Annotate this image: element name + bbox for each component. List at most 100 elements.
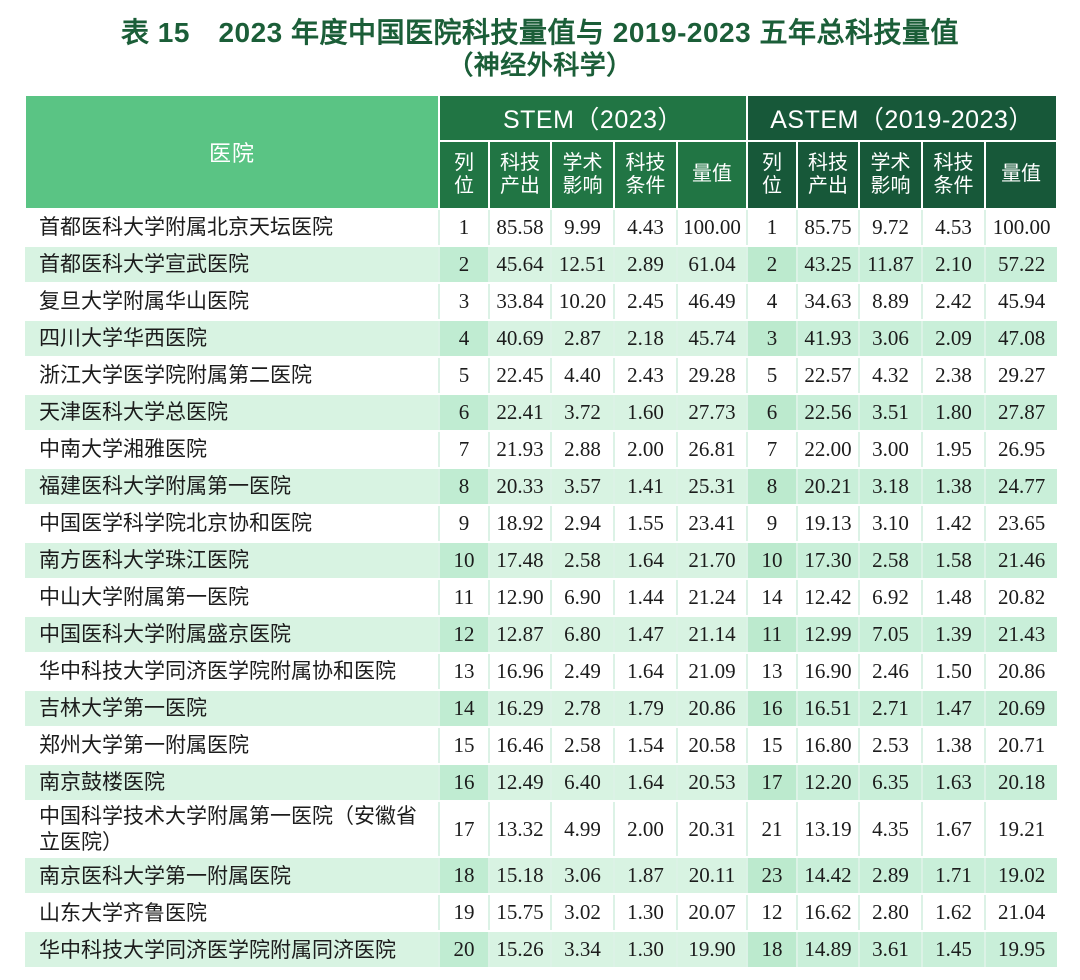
hospital-name-cell: 吉林大学第一医院 [25, 688, 440, 728]
table-row: 福建医科大学附属第一医院 8 20.33 3.57 1.41 25.31 8 20.21 3.1… [25, 466, 1058, 506]
stem-value-cell: 25.31 [675, 466, 749, 506]
stem-value-cell: 33.84 [488, 281, 552, 321]
stem-rank-cell: 19 [438, 893, 490, 933]
table-row: 南京医科大学第一附属医院 18 15.18 3.06 1.87 20.11 23 14.42 2… [25, 856, 1058, 896]
table-row: 中国医学科学院北京协和医院 9 18.92 2.94 1.55 23.41 9 19.13 3.… [25, 503, 1058, 543]
stem-value-cell: 2.18 [613, 318, 678, 358]
stem-rank-cell: 3 [438, 281, 490, 321]
hospital-name-cell: 中国医学科学院北京协和医院 [25, 503, 440, 543]
astem-value-cell: 1.38 [921, 466, 987, 506]
stem-value-cell: 1.30 [613, 930, 678, 970]
hospital-name-cell: 华中科技大学同济医学院附属协和医院 [25, 651, 440, 691]
stem-value-cell: 1.54 [613, 725, 678, 765]
astem-value-cell: 20.82 [984, 577, 1058, 617]
stem-value-cell: 2.89 [613, 244, 678, 284]
table-title: 表 15 2023 年度中国医院科技量值与 2019-2023 五年总科技量值 … [0, 0, 1080, 82]
astem-value-cell: 2.80 [858, 893, 924, 933]
header-group-row: 医院 STEM（2023） ASTEM（2019-2023） [24, 93, 1059, 210]
astem-rank-cell: 3 [746, 318, 799, 358]
hospital-name-cell: 郑州大学第一附属医院 [25, 725, 440, 765]
stem-value-cell: 1.55 [613, 503, 678, 543]
astem-rank-cell: 10 [746, 540, 799, 580]
astem-value-cell: 6.92 [858, 577, 924, 617]
astem-value-cell: 2.71 [858, 688, 924, 728]
astem-value-cell: 20.18 [984, 762, 1058, 802]
astem-value-cell: 17.30 [796, 540, 861, 580]
astem-rank-cell: 4 [746, 281, 799, 321]
stem-value-cell: 21.09 [675, 651, 749, 691]
table-row: 南方医科大学珠江医院 10 17.48 2.58 1.64 21.70 10 17.30 2.5… [25, 540, 1058, 580]
astem-value-cell: 16.90 [796, 651, 861, 691]
astem-value-cell: 27.87 [984, 392, 1058, 432]
stem-rank-cell: 9 [438, 503, 490, 543]
hospital-name-cell: 首都医科大学附属北京天坛医院 [25, 207, 440, 247]
astem-value-cell: 57.22 [984, 244, 1058, 284]
hospital-stem-table: 医院 STEM（2023） ASTEM（2019-2023） 列位 科技产出 学… [24, 93, 1059, 970]
stem-value-cell: 4.43 [613, 207, 678, 247]
table-row: 山东大学齐鲁医院 19 15.75 3.02 1.30 20.07 12 16.62 2.80 1… [25, 893, 1058, 933]
stem-value-cell: 16.46 [488, 725, 552, 765]
astem-rank-cell: 9 [746, 503, 799, 543]
astem-value-cell: 3.51 [858, 392, 924, 432]
astem-value-cell: 2.10 [921, 244, 987, 284]
astem-rank-cell: 6 [746, 392, 799, 432]
table-row: 中国医科大学附属盛京医院 12 12.87 6.80 1.47 21.14 11 12.99 7… [25, 614, 1058, 654]
hospital-name-cell: 南京鼓楼医院 [25, 762, 440, 802]
stem-value-cell: 20.31 [675, 799, 749, 859]
column-header-astem-influence: 学术影响 [858, 139, 924, 210]
stem-value-cell: 2.58 [550, 725, 615, 765]
astem-value-cell: 21.46 [984, 540, 1058, 580]
astem-value-cell: 26.95 [984, 429, 1058, 469]
astem-value-cell: 1.58 [921, 540, 987, 580]
stem-rank-cell: 7 [438, 429, 490, 469]
stem-value-cell: 12.49 [488, 762, 552, 802]
stem-value-cell: 12.87 [488, 614, 552, 654]
stem-value-cell: 16.96 [488, 651, 552, 691]
table-row: 复旦大学附属华山医院 3 33.84 10.20 2.45 46.49 4 34.63 8.89… [25, 281, 1058, 321]
stem-value-cell: 2.87 [550, 318, 615, 358]
astem-value-cell: 12.99 [796, 614, 861, 654]
astem-value-cell: 4.53 [921, 207, 987, 247]
astem-value-cell: 34.63 [796, 281, 861, 321]
astem-value-cell: 1.63 [921, 762, 987, 802]
astem-rank-cell: 17 [746, 762, 799, 802]
astem-value-cell: 43.25 [796, 244, 861, 284]
stem-value-cell: 1.30 [613, 893, 678, 933]
stem-value-cell: 1.47 [613, 614, 678, 654]
stem-rank-cell: 2 [438, 244, 490, 284]
hospital-name-cell: 南方医科大学珠江医院 [25, 540, 440, 580]
table-row: 华中科技大学同济医学院附属协和医院 13 16.96 2.49 1.64 21.09 13 1… [25, 651, 1058, 691]
stem-value-cell: 19.90 [675, 930, 749, 970]
hospital-name-cell: 中南大学湘雅医院 [25, 429, 440, 469]
stem-value-cell: 22.45 [488, 355, 552, 395]
astem-rank-cell: 5 [746, 355, 799, 395]
table-row: 四川大学华西医院 4 40.69 2.87 2.18 45.74 3 41.93 3.06 2.0… [25, 318, 1058, 358]
astem-value-cell: 7.05 [858, 614, 924, 654]
stem-value-cell: 1.79 [613, 688, 678, 728]
header-sub-row: 列位 科技产出 学术影响 科技条件 量值 列位 科技产出 学术影响 科技条件 量… [25, 139, 1059, 210]
astem-rank-cell: 11 [746, 614, 799, 654]
hospital-name-cell: 福建医科大学附属第一医院 [25, 466, 440, 506]
astem-value-cell: 11.87 [858, 244, 924, 284]
stem-rank-cell: 15 [438, 725, 490, 765]
stem-value-cell: 21.93 [488, 429, 552, 469]
astem-value-cell: 16.62 [796, 893, 861, 933]
hospital-name-cell: 中国科学技术大学附属第一医院（安徽省立医院） [25, 799, 440, 859]
table-row: 华中科技大学同济医学院附属同济医院 20 15.26 3.34 1.30 19.90 18 1… [25, 930, 1058, 970]
astem-rank-cell: 16 [746, 688, 799, 728]
stem-rank-cell: 11 [438, 577, 490, 617]
hospital-name-cell: 浙江大学医学院附属第二医院 [25, 355, 440, 395]
stem-value-cell: 85.58 [488, 207, 552, 247]
stem-value-cell: 13.32 [488, 799, 552, 859]
hospital-name-cell: 南京医科大学第一附属医院 [25, 856, 440, 896]
stem-value-cell: 18.92 [488, 503, 552, 543]
astem-value-cell: 24.77 [984, 466, 1058, 506]
stem-value-cell: 12.90 [488, 577, 552, 617]
astem-value-cell: 20.69 [984, 688, 1058, 728]
astem-value-cell: 16.51 [796, 688, 861, 728]
astem-value-cell: 1.50 [921, 651, 987, 691]
stem-value-cell: 20.86 [675, 688, 749, 728]
astem-value-cell: 1.80 [921, 392, 987, 432]
stem-value-cell: 21.24 [675, 577, 749, 617]
stem-rank-cell: 13 [438, 651, 490, 691]
